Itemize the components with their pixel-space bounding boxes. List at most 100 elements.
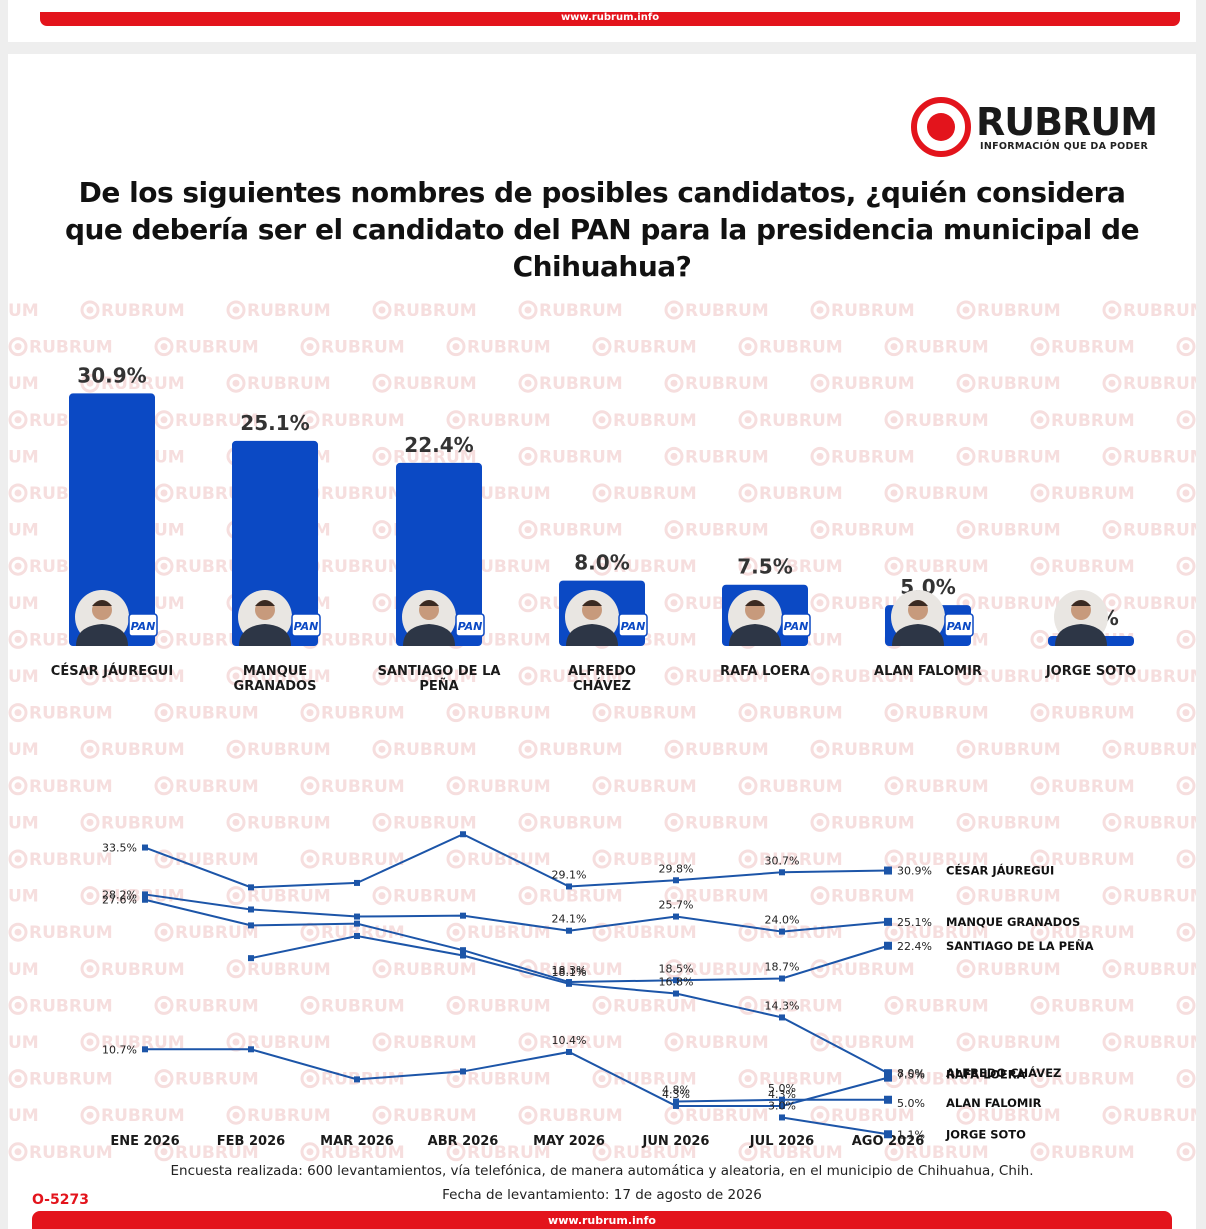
svg-text:RUBRUM: RUBRUM: [321, 996, 405, 1016]
point-value-label: 18.7%: [765, 961, 800, 974]
watermark-tile: RUBRUM: [884, 776, 989, 797]
watermark-tile: RUBRUM: [8, 447, 39, 467]
svg-text:RUBRUM: RUBRUM: [321, 557, 405, 577]
svg-text:RUBRUM: RUBRUM: [1123, 740, 1196, 760]
svg-text:RUBRUM: RUBRUM: [685, 447, 769, 467]
x-tick-label: FEB 2026: [217, 1134, 285, 1149]
watermark-tile: RUBRUM: [810, 520, 915, 541]
watermark-tile: RUBRUM: [956, 666, 1061, 687]
pan-party-logo-icon: PAN: [944, 613, 974, 637]
svg-text:PAN: PAN: [947, 620, 972, 633]
svg-text:RUBRUM: RUBRUM: [905, 1070, 989, 1090]
bar-value-label: 25.1%: [240, 411, 309, 435]
pan-party-logo-icon: PAN: [781, 613, 811, 637]
svg-text:RUBRUM: RUBRUM: [1123, 667, 1196, 687]
pan-party-logo-icon: PAN: [291, 613, 321, 637]
point-value-label: 25.7%: [659, 899, 694, 912]
watermark-tile: RUBRUM: [1176, 337, 1196, 357]
watermark-tile: RUBRUM: [664, 739, 769, 760]
watermark-tile: RUBRUM: [446, 922, 551, 943]
watermark-tile: RUBRUM: [1176, 629, 1196, 649]
point-value-label: 1.1%: [897, 1128, 925, 1141]
top-url: www.rubrum.info: [560, 12, 660, 23]
point-value-label: 18.3%: [552, 964, 587, 977]
svg-text:RUBRUM: RUBRUM: [831, 887, 915, 907]
watermark-tile: RUBRUM: [592, 556, 697, 577]
series-point: [460, 947, 466, 954]
svg-text:RUBRUM: RUBRUM: [467, 630, 551, 650]
watermark-tile: RUBRUM: [1176, 410, 1196, 430]
series-point: [673, 977, 679, 984]
svg-text:RUBRUM: RUBRUM: [539, 301, 623, 321]
watermark-tile: RUBRUM: [1102, 593, 1196, 614]
watermark-tile: RUBRUM: [810, 373, 915, 394]
svg-text:RUBRUM: RUBRUM: [685, 1106, 769, 1126]
svg-text:RUBRUM: RUBRUM: [759, 996, 843, 1016]
svg-text:RUBRUM: RUBRUM: [977, 521, 1061, 541]
svg-text:PAN: PAN: [458, 620, 483, 633]
watermark-tile: RUBRUM: [956, 959, 1061, 980]
svg-text:RUBRUM: RUBRUM: [759, 777, 843, 797]
survey-note: Encuesta realizada: 600 levantamientos, …: [170, 1163, 1034, 1179]
svg-text:RUBRUM: RUBRUM: [29, 777, 113, 797]
x-tick-label: MAR 2026: [320, 1134, 394, 1149]
logo-tagline: INFORMACIÓN QUE DA PODER: [980, 141, 1149, 152]
watermark-tile: RUBRUM: [8, 813, 39, 833]
point-value-label: 27.6%: [102, 894, 137, 907]
series-name-label: ALFREDO CHÁVEZ: [946, 1065, 1061, 1080]
watermark-tile: RUBRUM: [1030, 483, 1135, 504]
poll-card: RUBRUM RUBRUM RUBRUM RUBRUM RUBRUM RUBRUM RUBR…: [8, 54, 1196, 1229]
line-series: 10.7% 10.4% 4.3% 4.3% 7.5% RAFA LOERA: [102, 1034, 1026, 1109]
point-value-label: 29.8%: [659, 862, 694, 875]
svg-text:RUBRUM: RUBRUM: [393, 447, 477, 467]
watermark-tile: RUBRUM: [1102, 666, 1196, 687]
watermark-tile: RUBRUM: [8, 374, 39, 394]
series-point: [779, 928, 785, 935]
svg-text:RUBRUM: RUBRUM: [175, 1143, 259, 1163]
watermark-tile: RUBRUM: [226, 1105, 331, 1126]
candidate-photo-icon: [75, 590, 129, 646]
watermark-tile: RUBRUM: [592, 483, 697, 504]
watermark-tile: RUBRUM: [8, 1106, 39, 1126]
svg-text:RUBRUM: RUBRUM: [467, 1070, 551, 1090]
svg-text:RUBRUM: RUBRUM: [905, 484, 989, 504]
svg-text:RUBRUM: RUBRUM: [613, 704, 697, 724]
line-series: 28.2% 24.1% 25.7% 24.0% 25.1% MANQUE GRANADOS: [102, 888, 1080, 935]
watermark-tile: RUBRUM: [810, 812, 915, 833]
svg-text:RUBRUM: RUBRUM: [977, 1033, 1061, 1053]
svg-text:RUBRUM: RUBRUM: [321, 338, 405, 358]
watermark-tile: RUBRUM: [884, 995, 989, 1016]
watermark-tile: RUBRUM: [154, 995, 259, 1016]
svg-text:RUBRUM: RUBRUM: [759, 411, 843, 431]
svg-text:RUBRUM: RUBRUM: [685, 374, 769, 394]
svg-text:RUBRUM: RUBRUM: [8, 594, 39, 614]
svg-text:RUBRUM: RUBRUM: [977, 740, 1061, 760]
watermark-tile: RUBRUM: [446, 410, 551, 431]
watermark-tile: RUBRUM: [226, 739, 331, 760]
svg-text:RUBRUM: RUBRUM: [1123, 374, 1196, 394]
svg-text:RUBRUM: RUBRUM: [8, 521, 39, 541]
watermark-tile: RUBRUM: [8, 301, 39, 321]
watermark-tile: RUBRUM: [518, 886, 623, 907]
candidate-photo-icon: [891, 590, 945, 646]
watermark-tile: RUBRUM: [1102, 446, 1196, 467]
svg-text:RUBRUM: RUBRUM: [321, 1143, 405, 1163]
series-point: [354, 913, 360, 920]
watermark-tile: RUBRUM: [8, 776, 113, 797]
series-line: [145, 1048, 889, 1107]
watermark-tile: RUBRUM: [154, 922, 259, 943]
watermark-tile: RUBRUM: [956, 1032, 1061, 1053]
watermark-tile: RUBRUM: [300, 1142, 405, 1163]
watermark-tile: RUBRUM: [226, 300, 331, 321]
watermark-tile: RUBRUM: [1102, 959, 1196, 980]
watermark-tile: RUBRUM: [8, 922, 113, 943]
svg-text:RUBRUM: RUBRUM: [175, 338, 259, 358]
series-point: [673, 877, 679, 884]
watermark-tile: RUBRUM: [1030, 922, 1135, 943]
bar-category-label: ALFREDO: [568, 664, 636, 679]
series-point: [354, 933, 360, 940]
watermark-tile: RUBRUM: [884, 483, 989, 504]
watermark-tile: RUBRUM: [738, 556, 843, 577]
svg-text:RUBRUM: RUBRUM: [101, 667, 185, 687]
